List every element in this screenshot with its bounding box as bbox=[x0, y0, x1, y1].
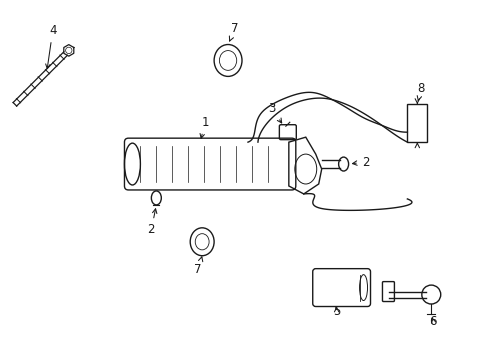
Text: 4: 4 bbox=[45, 24, 57, 69]
Text: 7: 7 bbox=[194, 257, 203, 276]
Text: 8: 8 bbox=[416, 82, 424, 101]
Bar bbox=[407, 104, 427, 142]
Text: 2: 2 bbox=[147, 209, 157, 236]
Text: 6: 6 bbox=[428, 315, 436, 328]
Text: 7: 7 bbox=[229, 22, 238, 41]
Text: 1: 1 bbox=[200, 116, 208, 138]
Text: 3: 3 bbox=[267, 102, 281, 123]
Text: 2: 2 bbox=[352, 156, 368, 168]
Text: 5: 5 bbox=[332, 305, 340, 318]
